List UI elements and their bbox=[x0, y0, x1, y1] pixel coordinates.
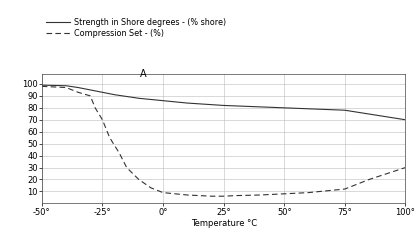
Line: Compression Set - (%): Compression Set - (%) bbox=[42, 86, 405, 196]
Compression Set - (%) bbox=[257, 193, 263, 196]
Strength in Shore degrees - (% shore) bbox=[403, 118, 408, 121]
Compression Set - (%) bbox=[93, 106, 98, 109]
Compression Set - (%) bbox=[197, 194, 202, 197]
Compression Set - (%) bbox=[367, 178, 372, 181]
Strength in Shore degrees - (% shore) bbox=[185, 102, 190, 105]
Compression Set - (%) bbox=[282, 192, 287, 195]
Compression Set - (%) bbox=[117, 152, 122, 155]
Strength in Shore degrees - (% shore) bbox=[100, 91, 105, 94]
Compression Set - (%) bbox=[403, 166, 408, 169]
Text: A: A bbox=[140, 69, 147, 79]
Line: Strength in Shore degrees - (% shore): Strength in Shore degrees - (% shore) bbox=[42, 85, 405, 120]
Compression Set - (%) bbox=[148, 186, 153, 189]
Legend: Strength in Shore degrees - (% shore), Compression Set - (%): Strength in Shore degrees - (% shore), C… bbox=[46, 18, 226, 38]
Strength in Shore degrees - (% shore) bbox=[76, 86, 81, 89]
Strength in Shore degrees - (% shore) bbox=[39, 84, 44, 87]
Strength in Shore degrees - (% shore) bbox=[161, 99, 166, 102]
Compression Set - (%) bbox=[100, 118, 105, 121]
Strength in Shore degrees - (% shore) bbox=[342, 109, 347, 112]
Compression Set - (%) bbox=[233, 194, 238, 197]
Compression Set - (%) bbox=[185, 193, 190, 196]
Compression Set - (%) bbox=[124, 166, 129, 169]
Compression Set - (%) bbox=[39, 85, 44, 88]
Strength in Shore degrees - (% shore) bbox=[136, 97, 141, 100]
X-axis label: Temperature °C: Temperature °C bbox=[191, 219, 257, 228]
Strength in Shore degrees - (% shore) bbox=[88, 89, 93, 92]
Compression Set - (%) bbox=[306, 191, 311, 194]
Compression Set - (%) bbox=[107, 136, 112, 139]
Compression Set - (%) bbox=[173, 192, 178, 195]
Compression Set - (%) bbox=[76, 91, 81, 94]
Compression Set - (%) bbox=[342, 187, 347, 190]
Strength in Shore degrees - (% shore) bbox=[282, 106, 287, 109]
Compression Set - (%) bbox=[221, 195, 226, 198]
Compression Set - (%) bbox=[136, 178, 141, 181]
Compression Set - (%) bbox=[88, 94, 93, 97]
Compression Set - (%) bbox=[161, 191, 166, 194]
Compression Set - (%) bbox=[64, 86, 69, 89]
Strength in Shore degrees - (% shore) bbox=[112, 93, 117, 96]
Strength in Shore degrees - (% shore) bbox=[221, 104, 226, 107]
Strength in Shore degrees - (% shore) bbox=[64, 84, 69, 87]
Compression Set - (%) bbox=[209, 195, 214, 198]
